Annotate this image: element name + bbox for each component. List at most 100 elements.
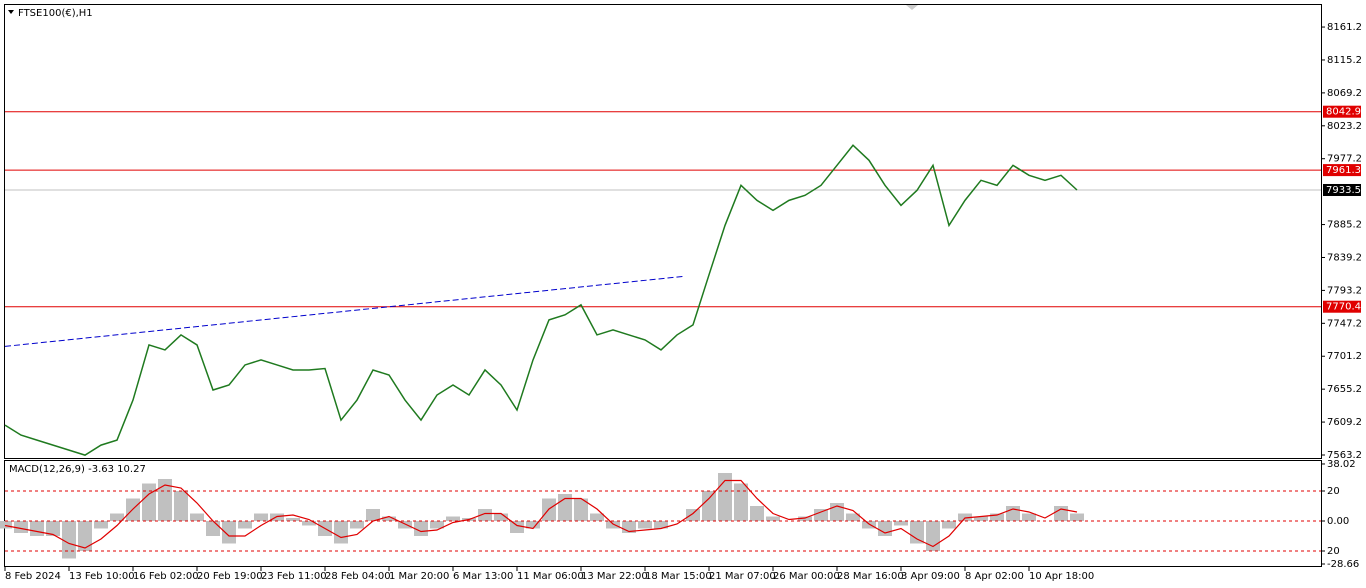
macd-bar — [302, 521, 316, 526]
macd-bar — [174, 491, 188, 521]
y-tick-label: 0.00 — [1327, 516, 1349, 527]
macd-bar — [414, 521, 428, 536]
macd-bar — [0, 521, 12, 529]
main-panel — [4, 4, 1322, 459]
x-tick-label: 8 Apr 02:00 — [965, 571, 1024, 582]
macd-panel — [4, 460, 1322, 567]
x-tick-label: 18 Mar 15:00 — [645, 571, 712, 582]
price-label-box — [1323, 164, 1361, 177]
macd-bar — [62, 521, 76, 559]
macd-bar — [350, 521, 364, 529]
macd-bar — [478, 509, 492, 521]
macd-bar — [526, 521, 540, 529]
macd-bar — [142, 483, 156, 521]
macd-bar — [446, 516, 460, 521]
y-tick-label: 8069.2 — [1327, 88, 1362, 99]
macd-bar — [430, 521, 444, 529]
price-label: 8042.9 — [1326, 107, 1361, 118]
macd-bar — [814, 509, 828, 521]
macd-bar — [94, 521, 108, 529]
macd-bar — [222, 521, 236, 544]
macd-bar — [1022, 513, 1036, 521]
y-tick-label: 7563.2 — [1327, 450, 1362, 461]
price-label-box — [1323, 105, 1361, 118]
macd-bar — [686, 509, 700, 521]
signal-line — [4, 479, 1078, 549]
macd-bar — [382, 516, 396, 521]
x-tick-label: 1 Mar 20:00 — [389, 571, 449, 582]
macd-bar — [942, 521, 956, 529]
macd-bar — [1054, 506, 1068, 521]
macd-bar — [894, 521, 908, 526]
macd-bar — [14, 521, 28, 533]
macd-bar — [398, 521, 412, 529]
macd-bar — [510, 521, 524, 533]
macd-bar — [110, 513, 124, 521]
chart-title: FTSE100(€),H1 — [18, 8, 93, 19]
macd-bar — [78, 521, 92, 551]
x-tick-label: 16 Feb 02:00 — [133, 571, 199, 582]
x-tick-label: 28 Mar 16:00 — [837, 571, 904, 582]
macd-bar — [366, 509, 380, 521]
y-tick-label: 7701.2 — [1327, 351, 1362, 362]
y-tick-label: 38.02 — [1327, 459, 1356, 470]
macd-bar — [334, 521, 348, 544]
macd-bar — [766, 516, 780, 521]
x-tick-label: 6 Mar 13:00 — [453, 571, 513, 582]
y-tick-label: 8115.2 — [1327, 55, 1362, 66]
macd-bar — [750, 506, 764, 521]
macd-bar — [862, 521, 876, 529]
y-tick-label: 8161.2 — [1327, 22, 1362, 33]
x-tick-label: 21 Mar 07:00 — [709, 571, 776, 582]
macd-bar — [494, 513, 508, 521]
x-tick-label: 13 Mar 22:00 — [581, 571, 648, 582]
macd-bar — [638, 521, 652, 529]
y-tick-label: 20 — [1327, 546, 1340, 557]
macd-bar — [910, 521, 924, 544]
price-line — [4, 144, 1078, 456]
macd-bar — [958, 513, 972, 521]
y-tick-label: 7655.2 — [1327, 384, 1362, 395]
macd-bar — [46, 521, 60, 536]
x-tick-label: 26 Mar 00:00 — [773, 571, 840, 582]
macd-bar — [574, 498, 588, 521]
price-label-box — [1323, 300, 1361, 313]
macd-bar — [190, 513, 204, 521]
macd-bar — [238, 521, 252, 529]
macd-bar — [590, 513, 604, 521]
macd-bar — [846, 513, 860, 521]
macd-bar — [878, 521, 892, 536]
x-tick-label: 13 Feb 10:00 — [69, 571, 135, 582]
price-label: 7933.5 — [1326, 185, 1361, 196]
macd-bar — [254, 513, 268, 521]
y-tick-label: 7609.2 — [1327, 417, 1362, 428]
y-tick-label: -28.66 — [1327, 559, 1359, 570]
y-tick-label: 7793.2 — [1327, 285, 1362, 296]
y-tick-label: 7977.2 — [1327, 154, 1362, 165]
y-tick-label: 20 — [1327, 486, 1340, 497]
macd-bar — [1070, 513, 1084, 521]
y-tick-label: 8023.2 — [1327, 121, 1362, 132]
x-tick-label: 3 Apr 09:00 — [901, 571, 960, 582]
price-label: 7961.3 — [1326, 165, 1361, 176]
y-tick-label: 7747.2 — [1327, 318, 1362, 329]
price-label-box — [1323, 183, 1361, 196]
macd-bar — [286, 518, 300, 521]
macd-bar — [30, 521, 44, 536]
y-tick-label: 7839.2 — [1327, 252, 1362, 263]
macd-bar — [206, 521, 220, 536]
trend-line — [4, 275, 686, 347]
macd-title: MACD(12,26,9) -3.63 10.27 — [9, 464, 146, 475]
shift-marker — [906, 5, 918, 10]
macd-bar — [798, 516, 812, 521]
menu-arrow — [8, 10, 14, 14]
x-tick-label: 8 Feb 2024 — [5, 571, 61, 582]
macd-bar — [270, 513, 284, 521]
macd-bar — [974, 516, 988, 521]
x-tick-label: 28 Feb 04:00 — [325, 571, 391, 582]
x-tick-label: 11 Mar 06:00 — [517, 571, 584, 582]
macd-bar — [734, 483, 748, 521]
macd-bar — [990, 513, 1004, 521]
x-tick-label: 10 Apr 18:00 — [1029, 571, 1094, 582]
macd-bar — [1006, 506, 1020, 521]
